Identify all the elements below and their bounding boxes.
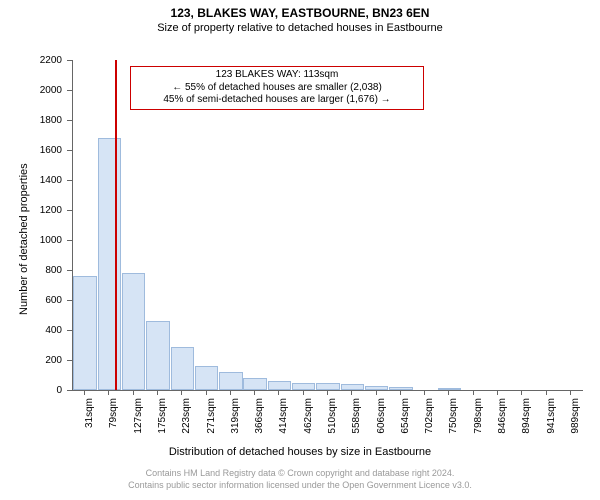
x-tick-mark: [84, 390, 85, 395]
x-tick-mark: [473, 390, 474, 395]
histogram-bar: [195, 366, 218, 390]
y-tick-label: 600: [0, 295, 62, 306]
y-tick-label: 2200: [0, 55, 62, 66]
y-tick-label: 1400: [0, 175, 62, 186]
x-tick-mark: [327, 390, 328, 395]
x-tick-mark: [497, 390, 498, 395]
x-tick-label: 127sqm: [133, 398, 144, 448]
x-axis-label: Distribution of detached houses by size …: [0, 446, 600, 458]
x-tick-mark: [521, 390, 522, 395]
info-line2: ← 55% of detached houses are smaller (2,…: [137, 82, 417, 95]
histogram-bar: [98, 138, 121, 390]
info-line1: 123 BLAKES WAY: 113sqm: [137, 69, 417, 82]
x-tick-label: 941sqm: [546, 398, 557, 448]
histogram-bar: [146, 321, 169, 390]
y-tick-label: 1200: [0, 205, 62, 216]
x-tick-label: 414sqm: [278, 398, 289, 448]
y-tick-label: 800: [0, 265, 62, 276]
x-tick-label: 31sqm: [84, 398, 95, 448]
x-tick-mark: [206, 390, 207, 395]
x-tick-label: 223sqm: [181, 398, 192, 448]
histogram-bar: [389, 387, 412, 390]
x-tick-mark: [448, 390, 449, 395]
x-tick-label: 319sqm: [230, 398, 241, 448]
x-tick-mark: [254, 390, 255, 395]
y-tick-label: 1800: [0, 115, 62, 126]
x-tick-label: 989sqm: [570, 398, 581, 448]
x-tick-label: 798sqm: [473, 398, 484, 448]
histogram-bar: [316, 383, 339, 390]
chart-title-line2: Size of property relative to detached ho…: [0, 22, 600, 34]
footer-line2: Contains public sector information licen…: [0, 480, 600, 490]
x-tick-mark: [351, 390, 352, 395]
histogram-bar: [73, 276, 96, 390]
x-tick-label: 510sqm: [327, 398, 338, 448]
histogram-bar: [243, 378, 266, 390]
x-tick-mark: [181, 390, 182, 395]
histogram-bar: [438, 388, 461, 390]
histogram-bar: [268, 381, 291, 390]
x-tick-mark: [303, 390, 304, 395]
x-tick-label: 750sqm: [448, 398, 459, 448]
x-tick-mark: [278, 390, 279, 395]
histogram-bar: [219, 372, 242, 390]
x-tick-label: 271sqm: [206, 398, 217, 448]
y-tick-label: 1000: [0, 235, 62, 246]
y-tick-label: 1600: [0, 145, 62, 156]
x-tick-mark: [157, 390, 158, 395]
y-tick-label: 200: [0, 355, 62, 366]
x-tick-mark: [400, 390, 401, 395]
x-tick-label: 79sqm: [108, 398, 119, 448]
plot-area: [72, 60, 583, 391]
x-tick-label: 702sqm: [424, 398, 435, 448]
x-tick-label: 366sqm: [254, 398, 265, 448]
x-tick-mark: [570, 390, 571, 395]
x-tick-label: 175sqm: [157, 398, 168, 448]
y-tick-label: 0: [0, 385, 62, 396]
x-tick-mark: [546, 390, 547, 395]
histogram-bar: [341, 384, 364, 390]
x-tick-label: 846sqm: [497, 398, 508, 448]
histogram-bar: [171, 347, 194, 391]
property-marker-line: [115, 60, 117, 390]
footer-line1: Contains HM Land Registry data © Crown c…: [0, 468, 600, 478]
x-tick-mark: [376, 390, 377, 395]
histogram-bar: [122, 273, 145, 390]
x-tick-label: 462sqm: [303, 398, 314, 448]
chart-title-line1: 123, BLAKES WAY, EASTBOURNE, BN23 6EN: [0, 6, 600, 20]
histogram-bar: [292, 383, 315, 391]
y-tick-label: 400: [0, 325, 62, 336]
y-tick-label: 2000: [0, 85, 62, 96]
x-tick-label: 654sqm: [400, 398, 411, 448]
histogram-bar: [365, 386, 388, 390]
chart-container: { "chart": { "type": "histogram", "title…: [0, 0, 600, 500]
info-line3: 45% of semi-detached houses are larger (…: [137, 94, 417, 107]
x-tick-label: 894sqm: [521, 398, 532, 448]
x-tick-label: 606sqm: [376, 398, 387, 448]
x-tick-label: 558sqm: [351, 398, 362, 448]
x-tick-mark: [133, 390, 134, 395]
x-tick-mark: [424, 390, 425, 395]
info-annotation-box: 123 BLAKES WAY: 113sqm ← 55% of detached…: [130, 66, 424, 110]
x-tick-mark: [230, 390, 231, 395]
x-tick-mark: [108, 390, 109, 395]
